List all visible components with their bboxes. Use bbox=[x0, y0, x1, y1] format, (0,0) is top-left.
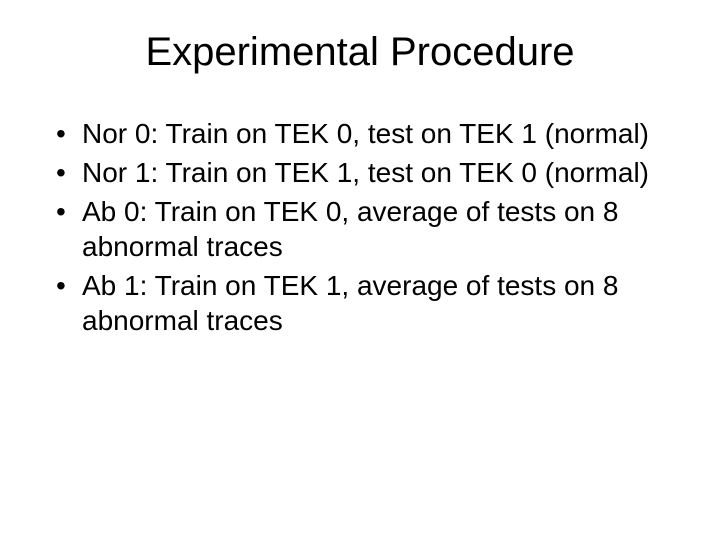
list-item: Ab 0: Train on TEK 0, average of tests o… bbox=[50, 194, 670, 264]
list-item: Ab 1: Train on TEK 1, average of tests o… bbox=[50, 268, 670, 338]
bullet-list: Nor 0: Train on TEK 0, test on TEK 1 (no… bbox=[50, 116, 670, 338]
slide-title: Experimental Procedure bbox=[50, 28, 670, 76]
list-item: Nor 1: Train on TEK 1, test on TEK 0 (no… bbox=[50, 155, 670, 190]
list-item: Nor 0: Train on TEK 0, test on TEK 1 (no… bbox=[50, 116, 670, 151]
slide: Experimental Procedure Nor 0: Train on T… bbox=[0, 0, 720, 540]
